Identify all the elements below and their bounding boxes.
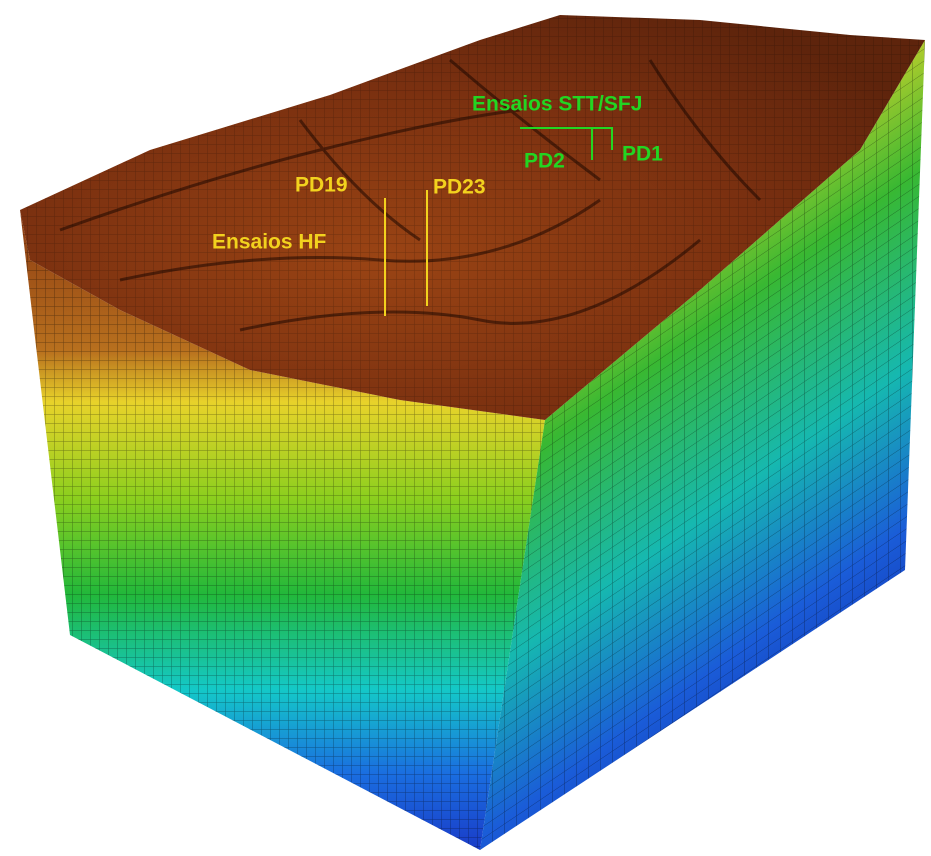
label: PD23 (433, 176, 486, 199)
block (20, 15, 925, 850)
label: Ensaios STT/SFJ (472, 93, 642, 116)
mesh-figure: PD19 PD23 Ensaios HF Ensaios STT/SFJ PD2… (0, 0, 931, 856)
label: Ensaios HF (212, 231, 327, 254)
label: PD1 (622, 143, 663, 166)
label: PD19 (295, 174, 348, 197)
label: PD2 (524, 150, 565, 173)
